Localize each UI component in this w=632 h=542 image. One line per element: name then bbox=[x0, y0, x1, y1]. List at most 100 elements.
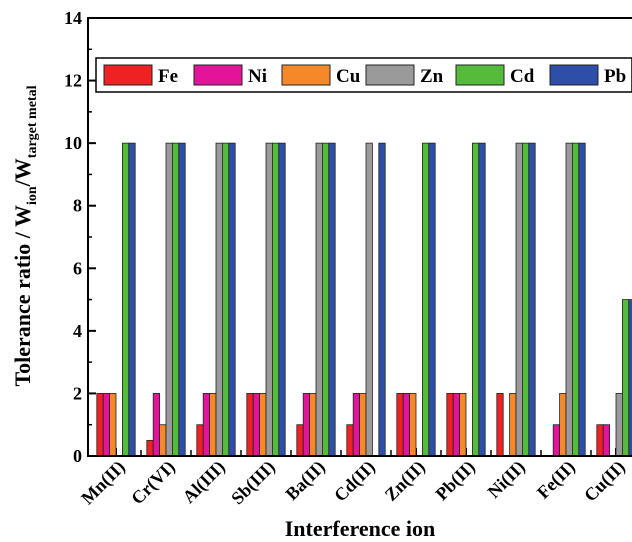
x-axis-title: Interference ion bbox=[285, 516, 436, 541]
bar-fe-baii bbox=[296, 424, 304, 457]
bar-ni-pbii bbox=[452, 393, 461, 457]
legend-swatch-pb bbox=[549, 64, 599, 86]
bar-zn-cdii bbox=[365, 142, 373, 457]
bar-fe-niii bbox=[496, 393, 504, 457]
bar-zn-cuii bbox=[615, 393, 623, 457]
y-tick-label: 8 bbox=[73, 196, 82, 216]
bar-pb-znii bbox=[428, 142, 436, 457]
legend-label-ni: Ni bbox=[248, 66, 267, 87]
y-axis-title-sub-target: target metal bbox=[25, 85, 40, 158]
legend-label-pb: Pb bbox=[604, 66, 626, 87]
bar-ni-znii bbox=[402, 393, 411, 457]
bar-pb-niii bbox=[528, 142, 536, 457]
legend-swatch-cu bbox=[281, 64, 331, 86]
x-tick-label: Sb(III) bbox=[227, 457, 279, 509]
y-axis-title-main: Tolerance ratio / W bbox=[10, 205, 35, 386]
bar-pb-feii bbox=[578, 142, 586, 457]
bar-cu-baii bbox=[309, 393, 317, 457]
legend-box bbox=[95, 57, 632, 93]
y-tick-label: 12 bbox=[64, 71, 82, 91]
x-tick-label: Mn(II) bbox=[77, 457, 129, 509]
y-tick-label: 2 bbox=[73, 383, 82, 403]
bar-ni-crvi bbox=[152, 393, 160, 457]
x-tick-label: Pb(II) bbox=[431, 457, 479, 505]
bar-cd-mnii bbox=[122, 142, 130, 457]
bar-cd-pbii bbox=[471, 142, 480, 457]
bars-layer bbox=[96, 142, 632, 457]
bar-cu-pbii bbox=[459, 393, 467, 457]
legend-swatch-zn bbox=[365, 64, 415, 86]
x-tick-label: Ni(II) bbox=[484, 457, 530, 503]
bar-pb-cdii bbox=[378, 142, 386, 457]
legend-swatch-ni bbox=[193, 64, 243, 86]
bar-cd-feii bbox=[572, 142, 580, 457]
x-tick-label: Ba(II) bbox=[281, 457, 329, 505]
bar-fe-cuii bbox=[596, 424, 604, 457]
legend-label-cd: Cd bbox=[510, 66, 535, 87]
bar-zn-aliii bbox=[215, 142, 223, 457]
x-tick-label: Zn(II) bbox=[381, 457, 430, 506]
bar-pb-baii bbox=[328, 142, 336, 457]
bar-fe-mnii bbox=[96, 393, 104, 457]
bar-cu-niii bbox=[509, 393, 517, 457]
y-tick-label: 6 bbox=[73, 258, 82, 278]
bar-fe-cdii bbox=[346, 424, 354, 457]
bar-cd-aliii bbox=[221, 142, 230, 457]
bar-cu-crvi bbox=[159, 424, 167, 457]
bar-fe-znii bbox=[396, 393, 404, 457]
bar-ni-cuii bbox=[602, 424, 611, 457]
legend-label-cu: Cu bbox=[336, 66, 361, 87]
y-tick-label: 10 bbox=[64, 133, 82, 153]
bar-zn-niii bbox=[515, 142, 523, 457]
y-tick-label: 14 bbox=[64, 8, 82, 28]
y-tick-label: 0 bbox=[73, 446, 82, 466]
bar-zn-sbiii bbox=[265, 142, 273, 457]
bar-cd-crvi bbox=[171, 142, 180, 457]
bar-fe-sbiii bbox=[246, 393, 254, 457]
bar-ni-feii bbox=[552, 424, 561, 457]
x-tick-label: Fe(II) bbox=[533, 457, 580, 504]
bar-cd-znii bbox=[421, 142, 430, 457]
bar-ni-sbiii bbox=[252, 393, 260, 457]
bar-cu-znii bbox=[409, 393, 417, 457]
bar-ni-aliii bbox=[202, 393, 210, 457]
bar-cu-aliii bbox=[209, 393, 217, 457]
legend-swatch-cd bbox=[455, 64, 505, 86]
bar-ni-mnii bbox=[102, 393, 110, 457]
bar-pb-aliii bbox=[228, 142, 236, 457]
x-tick-labels: Mn(II)Cr(VI) Al(III)Sb(III) Ba(II) Cd(II) Zn… bbox=[77, 457, 629, 509]
x-tick-label: Cd(II) bbox=[330, 457, 380, 507]
bar-cd-cuii bbox=[622, 299, 630, 457]
legend-label-zn: Zn bbox=[420, 66, 444, 87]
y-axis-title-mid: /W bbox=[10, 158, 35, 187]
bar-cu-feii bbox=[559, 393, 567, 457]
legend-label-fe: Fe bbox=[158, 66, 178, 87]
bar-cu-sbiii bbox=[259, 393, 267, 457]
bar-zn-crvi bbox=[165, 142, 173, 457]
bar-pb-pbii bbox=[478, 142, 486, 457]
x-tick-label: Al(III) bbox=[179, 457, 230, 508]
legend-swatch-fe bbox=[103, 64, 153, 86]
bar-cd-baii bbox=[321, 142, 330, 457]
plot-frame bbox=[87, 17, 632, 457]
bar-pb-sbiii bbox=[278, 142, 286, 457]
y-axis-title-sub-ion: ion bbox=[25, 186, 40, 205]
bar-zn-baii bbox=[315, 142, 323, 457]
bar-fe-crvi bbox=[146, 439, 154, 457]
bar-ni-cdii bbox=[352, 393, 361, 457]
bar-cu-mnii bbox=[109, 393, 117, 457]
bar-zn-feii bbox=[565, 142, 573, 457]
bar-pb-crvi bbox=[178, 142, 186, 457]
bar-cd-sbiii bbox=[271, 142, 280, 457]
bar-cd-niii bbox=[522, 142, 530, 457]
legend: Fe Ni Cu Zn Cd Pb bbox=[95, 57, 632, 93]
x-tick-label: Cu(II) bbox=[580, 457, 630, 507]
y-axis-title: Tolerance ratio / Wion/Wtarget metal bbox=[10, 85, 40, 386]
bar-pb-mnii bbox=[128, 142, 136, 457]
bar-ni-baii bbox=[302, 393, 311, 457]
y-tick-label: 4 bbox=[73, 321, 82, 341]
x-tick-label: Cr(VI) bbox=[127, 457, 179, 509]
bar-fe-pbii bbox=[446, 393, 454, 457]
bar-cu-cdii bbox=[359, 393, 367, 457]
